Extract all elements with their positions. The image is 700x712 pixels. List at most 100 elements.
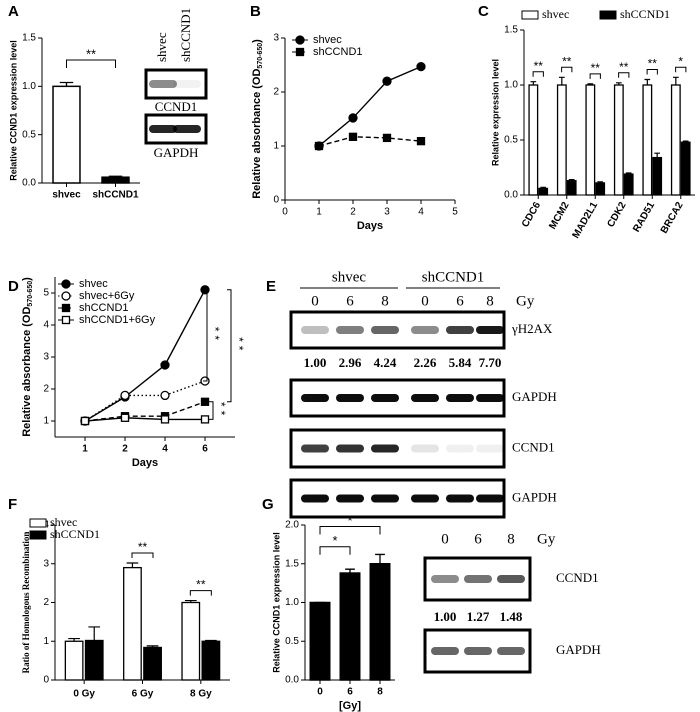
error-bar [654,152,661,158]
bar [101,176,130,184]
error-bar [375,553,385,564]
x-tick-label: shvec [52,190,81,201]
y-tick-label: 5 [43,288,49,299]
blot-band [149,125,177,133]
error-bar [59,81,74,87]
bar [538,187,549,196]
y-tick-label: 1.0 [285,597,299,608]
quant-label: 7.70 [479,355,502,370]
x-tick-label: 1 [316,207,322,218]
blot-band [411,444,439,453]
y-axis-label: Relative absorbance (OD570-650) [251,39,264,199]
bar [566,180,577,196]
lane-label: 6 [474,531,482,547]
blot-label: GAPDH [556,642,601,657]
y-tick-label: 1.0 [22,81,36,92]
blot-label: CCND1 [556,570,599,585]
significance: * [332,533,337,548]
error-bar [88,626,101,641]
x-tick-label: 0 Gy [73,689,95,700]
lane-label: 8 [381,293,389,309]
y-axis-label: Relative CCND1 expression level [271,532,281,673]
y-tick-label: 0 [43,675,49,686]
marker [314,141,324,151]
error-bar [587,83,594,85]
quant-label: 5.84 [449,355,472,370]
y-axis-label: Ratio of Homologous Recombination [21,532,31,674]
quant-label: 1.27 [467,609,490,624]
y-tick-label: 2 [43,384,49,395]
marker [200,397,210,406]
legend-label: shvec [79,278,108,290]
bar [369,563,391,681]
x-tick-label: RAD51 [631,200,657,234]
panel-label: F [8,496,17,513]
series-line [318,136,422,147]
blot-band [149,80,177,88]
blot-band [446,394,474,402]
y-tick-label: 2 [43,597,49,608]
error-bar [345,568,355,574]
significance-bracket [675,66,687,73]
y-tick-label: 3 [43,352,49,363]
y-label-part: 570-650 [257,43,264,69]
x-axis-label: Days [132,457,158,469]
marker [382,133,392,143]
blot-band [476,326,504,334]
bar [670,84,681,196]
blot-band [336,494,364,503]
blot-band [411,494,439,503]
marker [61,315,71,325]
y-tick-label: 4 [43,320,49,331]
blot-band [301,444,329,453]
x-tick-label: 4 [418,207,424,218]
marker [61,279,71,289]
bar [181,601,201,681]
y-tick-label: 1.0 [504,80,518,91]
blot-band [476,494,504,503]
blot-band [431,647,459,655]
legend-label: shvec [313,34,342,46]
significance: ** [562,54,572,68]
y-tick-label: 1 [43,636,49,647]
bar [52,85,81,184]
y-axis-label: Relative expression level [490,59,500,166]
y-tick-label: 3 [273,33,279,44]
bar [652,156,663,196]
blot-label: CCND1 [155,99,198,114]
y-axis-label: Relative CCND1 expression level [8,40,18,181]
quant-label: 4.24 [374,355,397,370]
blot-band [336,394,364,402]
significance: ** [591,61,601,75]
blot-band [173,80,201,88]
significance: ** [648,57,658,71]
quant-label: 1.48 [500,609,523,624]
error-bar [540,186,547,189]
bar [309,601,331,681]
bar [556,84,567,196]
error-bar [68,637,80,642]
blot-band [446,444,474,453]
error-bar [615,82,622,85]
blot-band [446,494,474,503]
lane-label: 0 [421,293,429,309]
x-tick-label: CDC6 [520,200,543,229]
quant-label: 2.96 [339,355,362,370]
error-bar [625,172,632,175]
panel-label: B [250,3,261,20]
y-label-part: 570-650 [27,281,34,307]
blot-band [371,326,399,334]
y-label-part: ) [21,277,33,281]
x-axis-label: Days [357,220,383,232]
y-tick-label: 0.5 [22,129,36,140]
x-tick-label: 2 [350,207,356,218]
legend-swatch [521,10,539,20]
blot-band [497,575,525,583]
blot-label: GAPDH [512,389,557,404]
y-tick-label: 0.5 [504,135,518,146]
y-tick-label: 0.0 [285,675,299,686]
x-tick-label: MAD2L1 [571,200,601,241]
marker [61,291,71,301]
lane-label: 8 [486,293,494,309]
blot-band [464,575,492,583]
